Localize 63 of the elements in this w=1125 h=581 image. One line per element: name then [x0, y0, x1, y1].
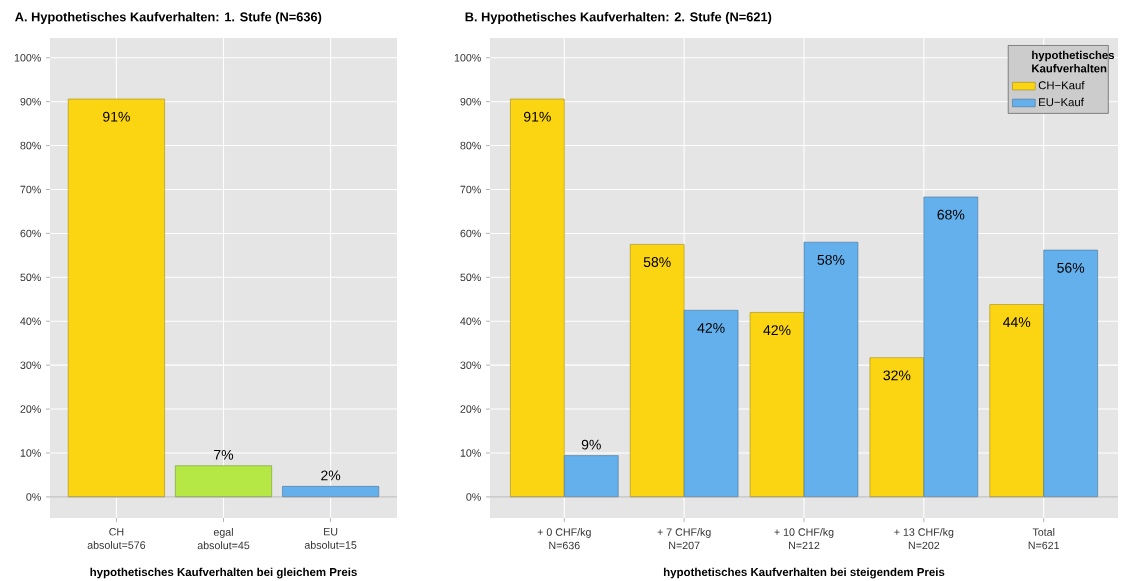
x-axis-title: hypothetisches Kaufverhalten bei steigendem Preis — [663, 567, 945, 579]
y-tick-label: 0% — [26, 493, 41, 501]
data-label: 91% — [103, 111, 130, 122]
x-tick-label: EU absolut=15 — [304, 528, 357, 549]
data-label: 91% — [523, 111, 551, 122]
x-tick-label: + 10 CHF/kg N=212 — [774, 528, 834, 550]
bar — [564, 455, 619, 498]
chart-title: B. Hypothetisches Kaufverhalten: 2. Stufe (N=621) — [465, 12, 772, 24]
x-tick-label: egal absolut=45 — [197, 528, 250, 550]
y-tick-label: 80% — [20, 141, 41, 150]
x-tick-label: CH absolut=576 — [87, 528, 146, 549]
data-label: 68% — [937, 209, 965, 220]
y-tick-label: 100% — [14, 53, 41, 62]
bar — [803, 241, 859, 498]
data-label: 44% — [1003, 317, 1031, 328]
bar — [683, 310, 739, 498]
data-label: 42% — [697, 322, 725, 333]
data-label: 32% — [883, 370, 911, 381]
legend-title: hypothetisches Kaufverhalten — [1032, 50, 1115, 73]
data-label: 58% — [643, 257, 671, 268]
data-label: 7% — [214, 449, 234, 460]
y-tick-label: 50% — [460, 273, 481, 282]
y-tick-label: 10% — [460, 449, 481, 457]
y-tick-label: 80% — [460, 141, 481, 150]
bar — [1043, 249, 1098, 498]
y-tick-label: 60% — [20, 229, 41, 238]
data-label: 2% — [321, 470, 341, 481]
x-tick-label: + 7 CHF/kg N=207 — [657, 528, 711, 550]
bar — [923, 196, 979, 498]
y-tick-label: 20% — [460, 405, 481, 413]
bar — [175, 465, 272, 498]
x-tick-label: Total N=621 — [1028, 528, 1060, 550]
y-tick-label: 90% — [20, 97, 41, 106]
x-tick-label: + 0 CHF/kg N=636 — [537, 528, 591, 550]
y-tick-label: 20% — [20, 405, 41, 413]
y-tick-label: 100% — [454, 53, 481, 62]
y-tick-label: 50% — [20, 273, 41, 282]
y-tick-label: 10% — [20, 449, 41, 457]
bar — [869, 357, 925, 498]
y-tick-label: 0% — [466, 493, 481, 501]
y-tick-label: 30% — [20, 361, 41, 369]
bar — [989, 304, 1044, 498]
data-label: 58% — [817, 254, 845, 265]
y-tick-label: 40% — [460, 317, 481, 326]
data-label: 9% — [581, 439, 601, 450]
bar — [510, 98, 565, 498]
bar — [749, 312, 805, 498]
data-label: 56% — [1057, 262, 1085, 273]
y-tick-label: 30% — [460, 361, 481, 369]
y-tick-label: 40% — [20, 317, 41, 326]
bar — [282, 486, 380, 498]
data-label: 42% — [763, 325, 791, 336]
y-tick-label: 60% — [460, 229, 481, 238]
bar — [629, 244, 685, 498]
y-tick-label: 90% — [460, 97, 481, 106]
y-tick-label: 70% — [460, 185, 481, 194]
x-tick-label: + 13 CHF/kg N=202 — [894, 528, 954, 550]
legend-label: CH−Kauf — [1038, 81, 1085, 90]
y-tick-label: 70% — [20, 185, 41, 194]
legend-label: EU−Kauf — [1039, 97, 1084, 107]
chart-title: A. Hypothetisches Kaufverhalten: 1. Stufe (N=636) — [15, 12, 322, 24]
x-axis-title: hypothetisches Kaufverhalten bei gleichem Preis — [90, 567, 357, 579]
bar — [67, 98, 165, 498]
